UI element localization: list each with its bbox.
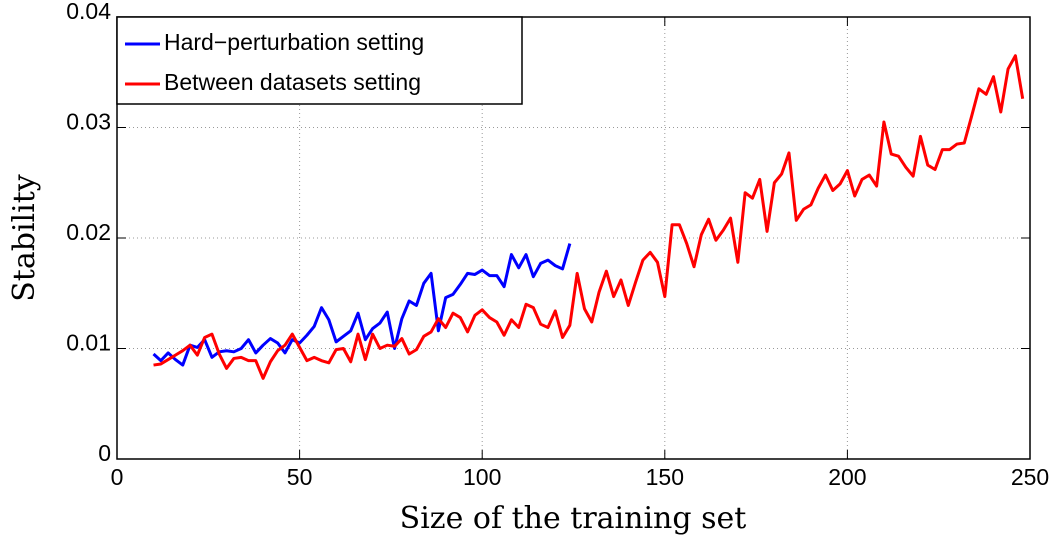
y-tick-label: 0 <box>98 440 111 466</box>
plot-frame <box>116 16 1031 460</box>
x-axis-label: Size of the training set <box>400 501 747 536</box>
x-tick-label: 0 <box>111 464 124 490</box>
y-tick-label: 0.02 <box>66 219 111 245</box>
x-tick-label: 100 <box>463 464 501 490</box>
x-tick-label: 200 <box>828 464 866 490</box>
legend-label: Hard−perturbation setting <box>164 29 424 55</box>
series-line <box>153 54 1025 380</box>
y-tick-label: 0.04 <box>66 0 111 24</box>
y-tick-label: 0.03 <box>66 109 111 135</box>
y-axis-label: Stability <box>7 174 42 302</box>
x-tick-label: 50 <box>287 464 313 490</box>
legend-label: Between datasets setting <box>164 69 421 95</box>
x-tick-label: 150 <box>646 464 684 490</box>
legend-box <box>116 16 523 105</box>
series-line <box>152 243 572 367</box>
x-tick-label: 250 <box>1011 464 1049 490</box>
y-tick-label: 0.01 <box>66 330 111 356</box>
